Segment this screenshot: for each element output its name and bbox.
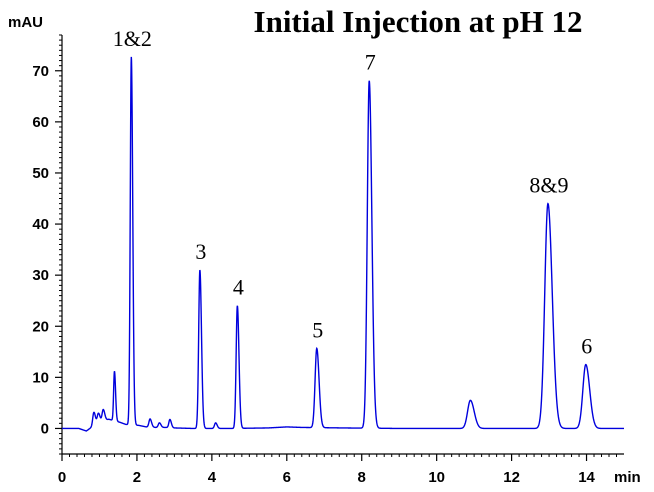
y-axis-unit-label: mAU <box>8 14 43 31</box>
y-tick-label: 10 <box>32 369 49 386</box>
chart-title: Initial Injection at pH 12 <box>254 4 583 39</box>
y-tick-label: 60 <box>32 114 49 131</box>
y-tick-label: 50 <box>32 165 49 182</box>
peak-label: 7 <box>365 50 376 75</box>
peak-label: 8&9 <box>529 173 568 198</box>
x-tick-label: 10 <box>428 469 445 486</box>
axes: 0 10 20 30 40 50 60 70 0 2 4 6 8 10 12 14 <box>32 34 624 486</box>
x-tick-label: 2 <box>133 469 141 486</box>
y-tick-label: 40 <box>32 216 49 233</box>
x-tick-label: 6 <box>283 469 291 486</box>
y-tick-label: 0 <box>41 420 49 437</box>
y-tick-label: 30 <box>32 267 49 284</box>
x-tick-label: 0 <box>58 469 66 486</box>
peak-labels: 1&2 3 4 5 7 8&9 6 <box>113 26 593 359</box>
x-tick-label: 8 <box>358 469 366 486</box>
peak-label: 1&2 <box>113 26 152 51</box>
plot-area <box>62 56 624 432</box>
x-axis-unit-label: min <box>614 469 641 486</box>
x-tick-label: 12 <box>503 469 520 486</box>
peak-label: 4 <box>233 275 244 300</box>
peak-label: 3 <box>195 239 206 264</box>
peak-label: 6 <box>581 334 592 359</box>
y-tick-label: 20 <box>32 318 49 335</box>
chromatogram-trace <box>62 56 624 432</box>
peak-label: 5 <box>312 317 323 342</box>
x-tick-label: 4 <box>208 469 217 486</box>
x-tick-label: 14 <box>578 469 595 486</box>
y-tick-label: 70 <box>32 63 49 80</box>
